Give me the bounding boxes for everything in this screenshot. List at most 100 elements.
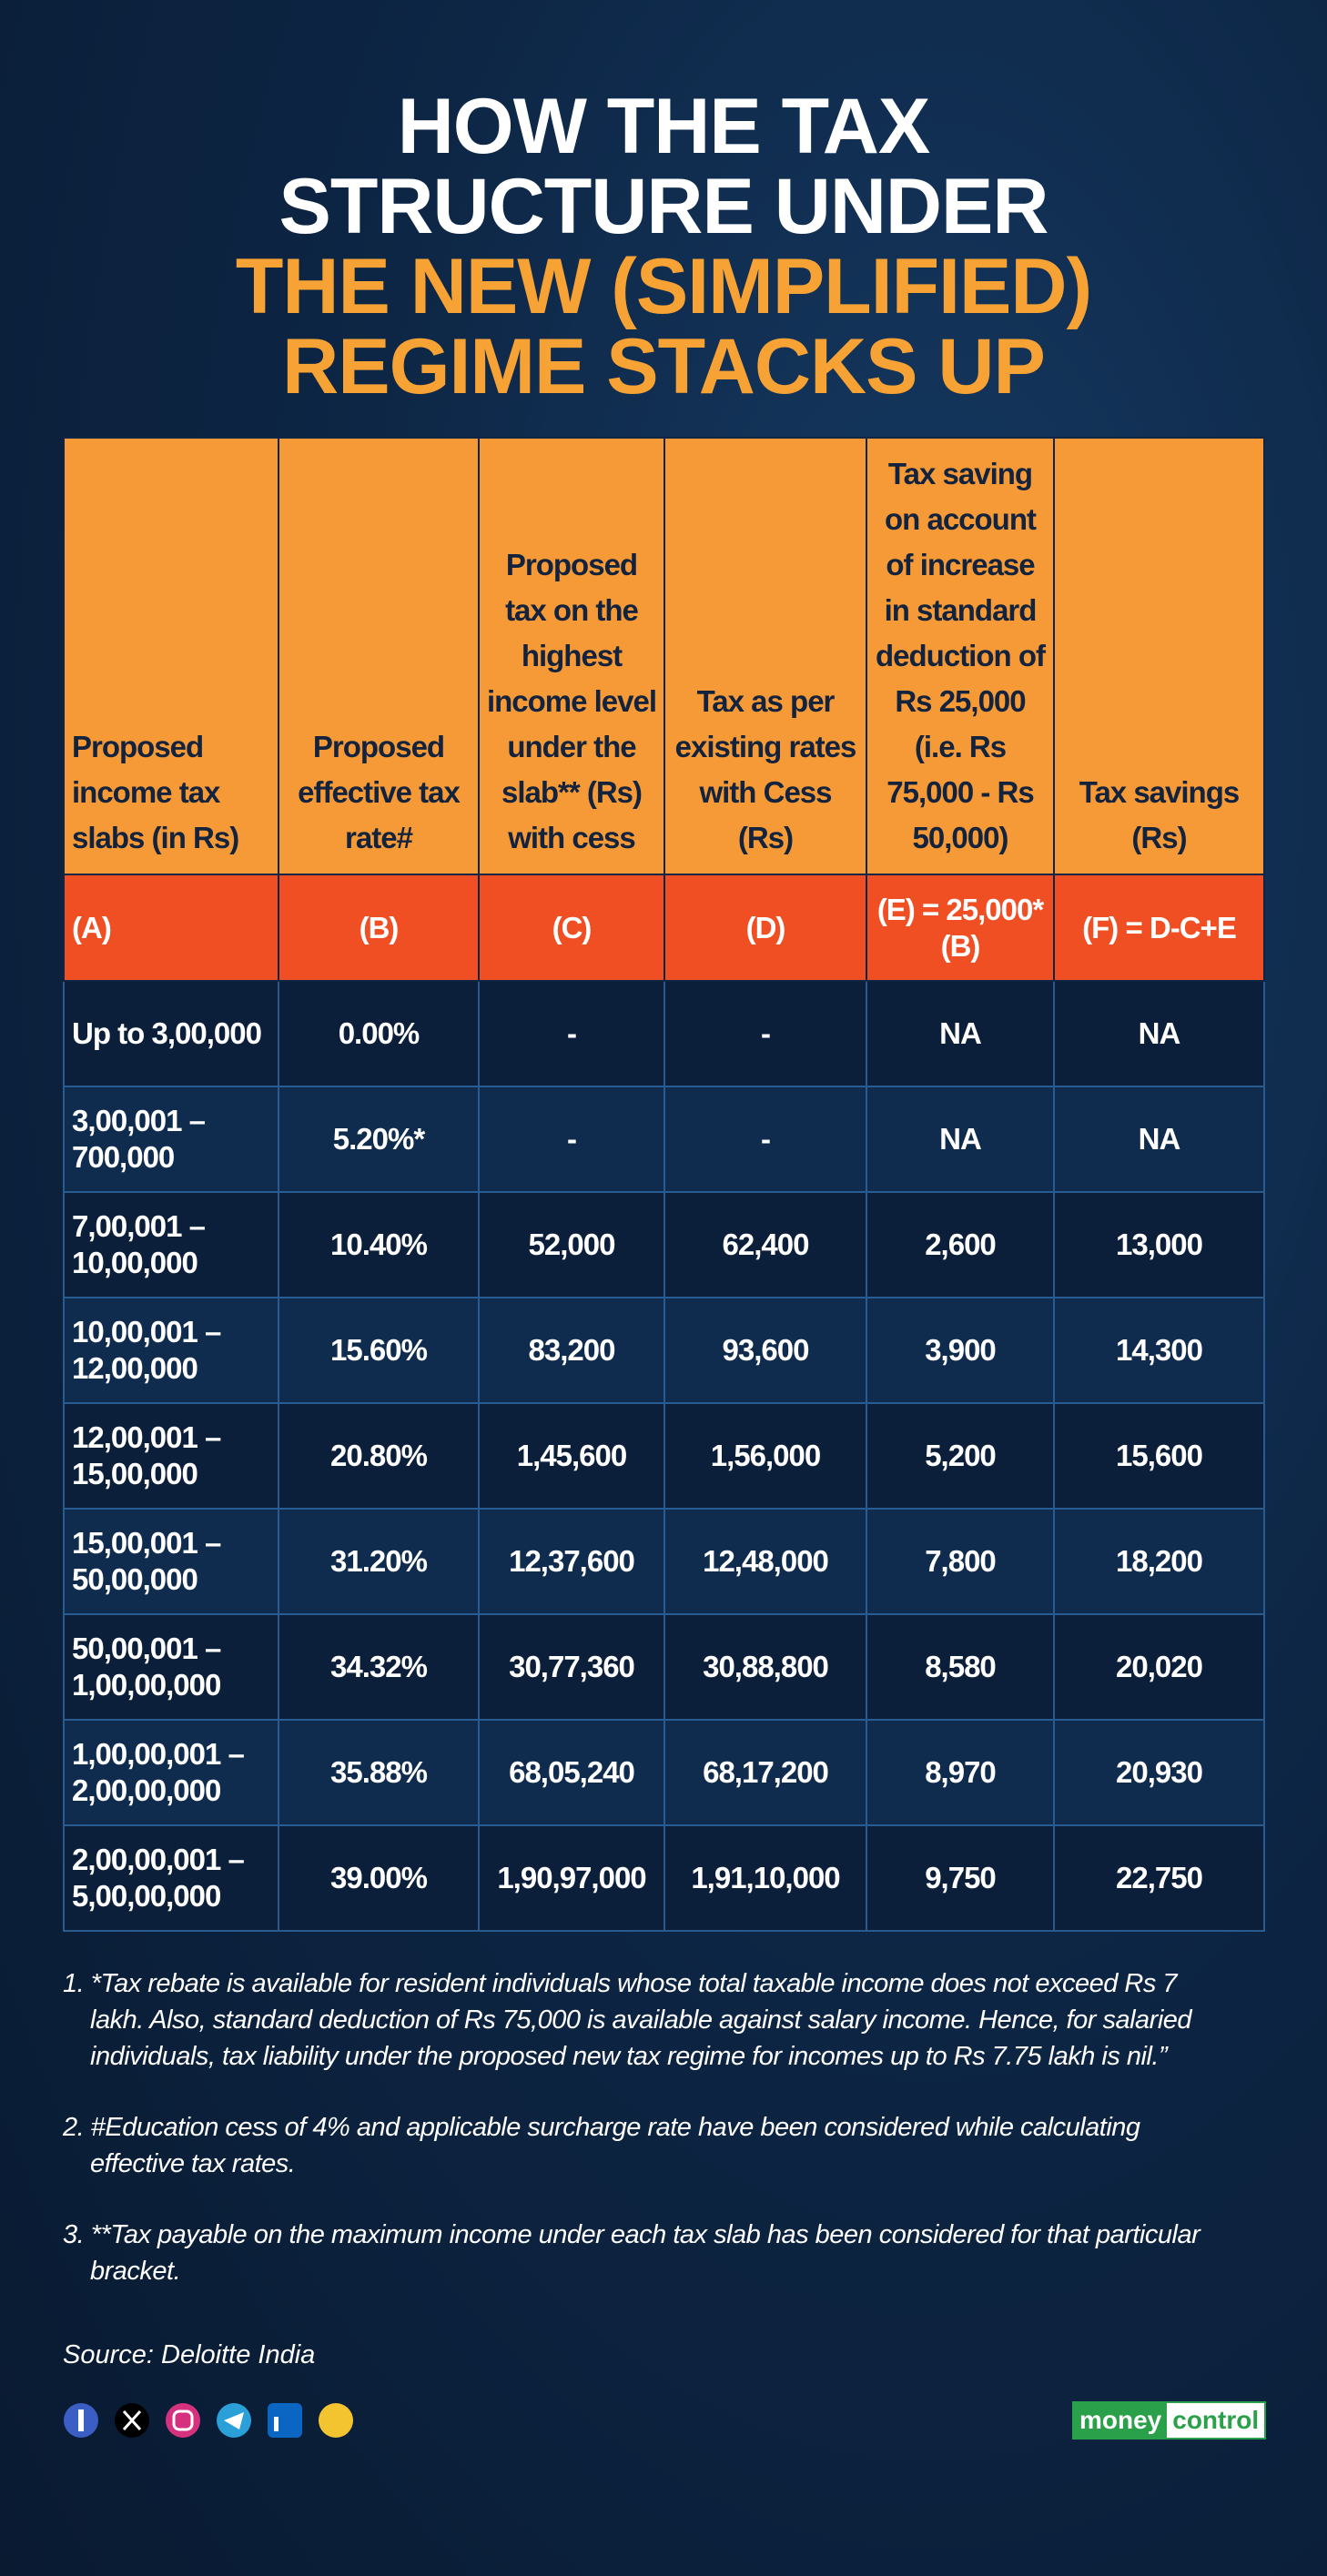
brand-part: money — [1074, 2403, 1168, 2438]
note: 1. *Tax rebate is available for resident… — [63, 1969, 1192, 2071]
cell: 9,750 — [866, 1824, 1055, 1932]
cell: - — [478, 1086, 665, 1193]
cell: 68,05,240 — [478, 1719, 665, 1826]
cell: Up to 3,00,000 — [63, 980, 279, 1087]
cell: - — [478, 980, 665, 1087]
cell: 20,930 — [1053, 1719, 1265, 1826]
social-icons — [64, 2403, 353, 2438]
icon-glyph — [224, 2412, 244, 2430]
data-row: Up to 3,00,000 0.00% - - NA NA — [63, 980, 1265, 1087]
icon-glyph — [78, 2409, 84, 2431]
cell: 12,48,000 — [664, 1508, 867, 1615]
brand-logo: money control — [1072, 2401, 1267, 2440]
cell: 10,00,001 – 12,00,000 — [63, 1297, 279, 1404]
data-row: 10,00,001 – 12,00,000 15.60% 83,200 93,600 3… — [63, 1297, 1265, 1404]
cell: 0.00% — [278, 980, 480, 1087]
cell: 35.88% — [278, 1719, 480, 1826]
cell: 7,00,001 – 10,00,000 — [63, 1191, 279, 1298]
cell: 62,400 — [664, 1191, 867, 1298]
cell: 12,37,600 — [478, 1508, 665, 1615]
code-cell: (E) = 25,000*(B) — [866, 874, 1055, 982]
cell: 5.20%* — [278, 1086, 480, 1193]
icon-glyph — [172, 2409, 194, 2431]
note: 2. #Education cess of 4% and applicable … — [63, 2113, 1140, 2178]
cell: 93,600 — [664, 1297, 867, 1404]
cell: NA — [1053, 980, 1265, 1087]
cell: 18,200 — [1053, 1508, 1265, 1615]
cell: 15.60% — [278, 1297, 480, 1404]
cell: 1,00,00,001 – 2,00,00,000 — [63, 1719, 279, 1826]
cell: 1,90,97,000 — [478, 1824, 665, 1932]
cell: 15,00,001 – 50,00,000 — [63, 1508, 279, 1615]
cell: 14,300 — [1053, 1297, 1265, 1404]
header-cell: Proposed effective tax rate# — [278, 437, 480, 875]
cell: 15,600 — [1053, 1402, 1265, 1510]
header-cell: Proposed income tax slabs (in Rs) — [63, 437, 279, 875]
cell: 68,17,200 — [664, 1719, 867, 1826]
header-cell: Proposed tax on the highest income level… — [478, 437, 665, 875]
cell: 22,750 — [1053, 1824, 1265, 1932]
cell: 13,000 — [1053, 1191, 1265, 1298]
code-cell: (D) — [664, 874, 867, 982]
code-cell: (B) — [278, 874, 480, 982]
tax-table: Proposed income tax slabs (in Rs) Propose… — [63, 437, 1265, 1932]
icon-glyph — [274, 2417, 279, 2431]
cell: NA — [866, 1086, 1055, 1193]
data-row: 3,00,001 – 700,000 5.20%* - - NA NA — [63, 1086, 1265, 1193]
cell: - — [664, 1086, 867, 1193]
cell: 8,970 — [866, 1719, 1055, 1826]
data-row: 1,00,00,001 – 2,00,00,000 35.88% 68,05,240… — [63, 1719, 1265, 1826]
cell: 7,800 — [866, 1508, 1055, 1615]
cell: 2,00,00,001 – 5,00,00,000 — [63, 1824, 279, 1932]
title: HOW THE TAX STRUCTURE UNDER THE NEW (SIM… — [0, 86, 1327, 407]
brand-part: control — [1167, 2403, 1265, 2438]
header-cell: Tax saving on account of increase in sta… — [866, 437, 1055, 875]
note: 3. **Tax payable on the maximum income u… — [63, 2220, 1200, 2286]
cell: 3,900 — [866, 1297, 1055, 1404]
cell: 39.00% — [278, 1824, 480, 1932]
koo-icon — [319, 2403, 353, 2438]
cell: 10.40% — [278, 1191, 480, 1298]
notes: 1. *Tax rebate is available for resident… — [63, 1965, 1210, 2324]
cell: 12,00,001 – 15,00,000 — [63, 1402, 279, 1510]
cell: 20,020 — [1053, 1613, 1265, 1721]
title-line: STRUCTURE UNDER — [279, 163, 1049, 250]
cell: 1,56,000 — [664, 1402, 867, 1510]
header-row: Proposed income tax slabs (in Rs) Propose… — [63, 437, 1265, 875]
data-row: 12,00,001 – 15,00,000 20.80% 1,45,600 1,56,… — [63, 1402, 1265, 1510]
code-row: (A) (B) (C) (D) (E) = 25,000*(B) (F) = D-C+E — [63, 874, 1265, 982]
data-row: 50,00,001 – 1,00,00,000 34.32% 30,77,360 30… — [63, 1613, 1265, 1721]
cell: NA — [1053, 1086, 1265, 1193]
source: Source: Deloitte India — [63, 2340, 316, 2369]
header-cell: Tax savings (Rs) — [1053, 437, 1265, 875]
data-row: 15,00,001 – 50,00,000 31.20% 12,37,600 12,4… — [63, 1508, 1265, 1615]
cell: 1,91,10,000 — [664, 1824, 867, 1932]
cell: 31.20% — [278, 1508, 480, 1615]
code-cell: (A) — [63, 874, 279, 982]
data-row: 2,00,00,001 – 5,00,00,000 39.00% 1,90,97,0… — [63, 1824, 1265, 1932]
icon-glyph — [122, 2409, 142, 2431]
cell: 52,000 — [478, 1191, 665, 1298]
instagram-icon — [166, 2403, 200, 2438]
title-line: HOW THE TAX — [397, 83, 931, 170]
cell: 50,00,001 – 1,00,00,000 — [63, 1613, 279, 1721]
cell: 2,600 — [866, 1191, 1055, 1298]
cell: NA — [866, 980, 1055, 1087]
cell: 30,88,800 — [664, 1613, 867, 1721]
cell: 83,200 — [478, 1297, 665, 1404]
code-cell: (F) = D-C+E — [1053, 874, 1265, 982]
cell: 30,77,360 — [478, 1613, 665, 1721]
code-cell: (C) — [478, 874, 665, 982]
cell: 3,00,001 – 700,000 — [63, 1086, 279, 1193]
cell: 20.80% — [278, 1402, 480, 1510]
cell: - — [664, 980, 867, 1087]
data-row: 7,00,001 – 10,00,000 10.40% 52,000 62,400 2,… — [63, 1191, 1265, 1298]
linkedin-icon — [268, 2403, 302, 2438]
header-cell: Tax as per existing rates with Cess (Rs) — [664, 437, 867, 875]
title-highlight: REGIME STACKS UP — [282, 323, 1046, 410]
cell: 8,580 — [866, 1613, 1055, 1721]
cell: 34.32% — [278, 1613, 480, 1721]
cell: 5,200 — [866, 1402, 1055, 1510]
cell: 1,45,600 — [478, 1402, 665, 1510]
